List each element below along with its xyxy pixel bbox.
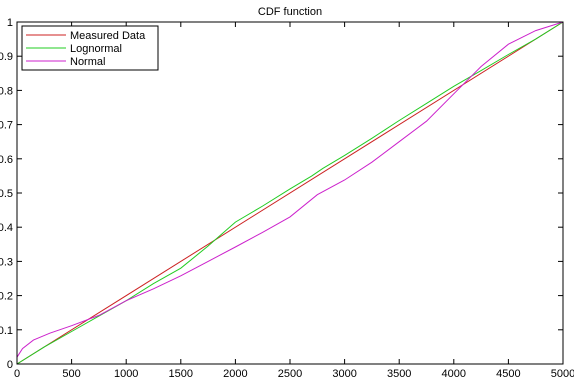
x-tick-label: 3000 — [332, 368, 356, 380]
y-tick-label: 0.6 — [0, 154, 13, 166]
y-tick-label: 0.3 — [0, 256, 13, 268]
y-tick-label: 0.7 — [0, 120, 13, 132]
y-tick-label: 0.2 — [0, 291, 13, 303]
chart-title: CDF function — [258, 6, 322, 18]
y-tick-label: 0.1 — [0, 325, 13, 337]
y-tick-label: 1 — [7, 17, 13, 29]
x-tick-label: 2500 — [278, 368, 302, 380]
tick-layer: 0 500 1000 1500 2000 2500 3000 3500 4000 4500 5000… — [0, 17, 574, 380]
y-tick-label: 0.9 — [0, 51, 13, 63]
x-tick-label: 1000 — [114, 368, 138, 380]
y-tick-label: 0 — [7, 359, 13, 371]
legend-label-normal: Normal — [70, 56, 105, 68]
series-line-measured-data — [16, 21, 564, 365]
y-tick-label: 0.5 — [0, 188, 13, 200]
x-tick-label: 500 — [62, 368, 80, 380]
y-tick-label: 0.8 — [0, 85, 13, 97]
legend-label-measured-data: Measured Data — [70, 30, 146, 42]
x-tick-label: 0 — [14, 368, 20, 380]
x-tick-label: 5000 — [551, 368, 574, 380]
x-tick-label: 2000 — [223, 368, 247, 380]
x-tick-label: 1500 — [169, 368, 193, 380]
legend-label-lognormal: Lognormal — [70, 43, 122, 55]
x-tick-label: 4000 — [442, 368, 466, 380]
series-line-normal — [16, 21, 564, 358]
y-tick-label: 0.4 — [0, 222, 13, 234]
series-layer — [16, 21, 564, 365]
x-tick-label: 3500 — [387, 368, 411, 380]
x-tick-label: 4500 — [496, 368, 520, 380]
